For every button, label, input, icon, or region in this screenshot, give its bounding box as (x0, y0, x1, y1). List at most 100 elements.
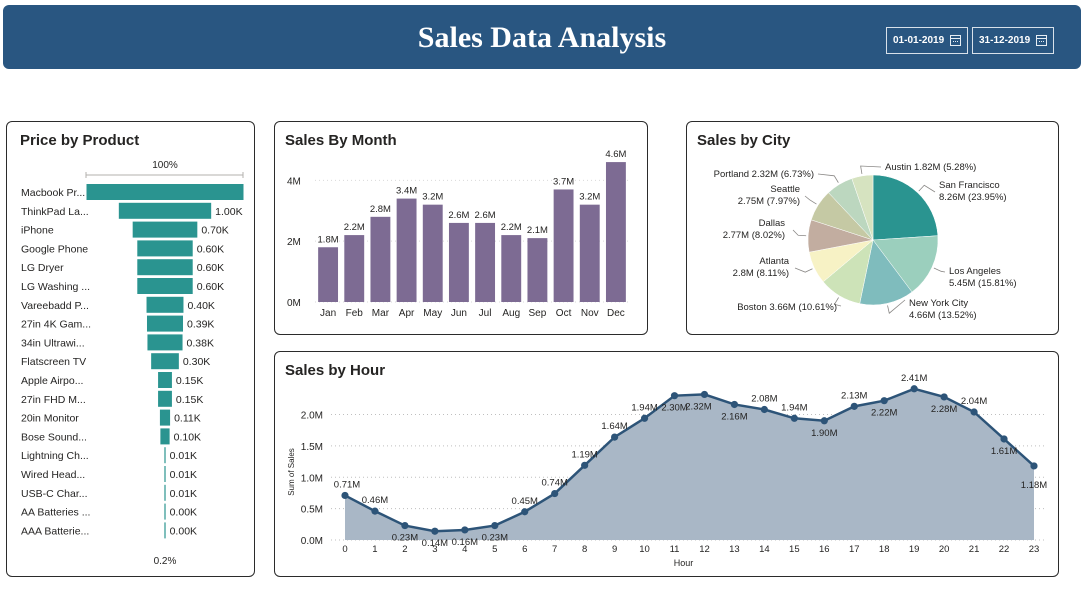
month-bar[interactable] (475, 222, 496, 302)
city-pie-slice[interactable] (872, 174, 939, 241)
hour-area-chart[interactable]: 0.0M 0.5M 1.0M 1.5M 2.0M Sum of Sales 0.71M 0 0.… (275, 352, 1058, 576)
sales-by-hour-card[interactable]: Sales by Hour 0.0M 0.5M 1.0M 1.5M 2.0M Sum of… (274, 351, 1059, 577)
product-bar[interactable] (164, 466, 166, 482)
month-bar[interactable] (422, 204, 443, 302)
product-bar[interactable] (164, 447, 166, 464)
month-bar[interactable] (527, 238, 548, 302)
hour-data-point[interactable] (461, 526, 469, 534)
month-bar[interactable] (579, 204, 600, 302)
hour-data-point[interactable] (1000, 435, 1008, 443)
hour-data-point[interactable] (611, 433, 619, 441)
hour-ylabel: Sum of Sales (287, 448, 296, 496)
month-bar[interactable] (448, 222, 469, 302)
start-date-picker[interactable]: 01-01-2019 (886, 27, 969, 54)
product-bar[interactable] (146, 315, 184, 332)
month-bar[interactable] (370, 216, 391, 302)
month-xtick-label: Mar (372, 308, 390, 319)
hour-data-point[interactable] (341, 491, 349, 500)
hour-data-point[interactable] (521, 508, 529, 516)
product-funnel-chart[interactable]: 100% Macbook Pr... ThinkPad La... 1.00K iPh… (7, 122, 254, 576)
month-bar[interactable] (396, 198, 417, 302)
hour-data-point[interactable] (730, 400, 739, 409)
product-category-label: 20in Monitor (21, 413, 79, 425)
price-by-product-card[interactable]: Price by Product 100% Macbook Pr... Think… (6, 121, 255, 577)
calendar-icon[interactable] (1036, 35, 1048, 46)
product-category-label: Flatscreen TV (21, 356, 86, 368)
hour-data-point[interactable] (551, 489, 559, 498)
month-xtick-label: Apr (399, 308, 415, 319)
hour-value-label: 0.71M (334, 479, 360, 490)
hour-value-label: 2.16M (721, 411, 747, 422)
hour-data-point[interactable] (581, 461, 589, 469)
product-bar[interactable] (160, 428, 170, 445)
hour-data-point[interactable] (431, 527, 439, 535)
hour-data-point[interactable] (970, 408, 978, 416)
hour-data-point[interactable] (760, 405, 768, 414)
hour-value-label: 0.14M (422, 538, 448, 549)
hour-xtick-label: 1 (372, 544, 377, 555)
hour-data-point[interactable] (910, 385, 918, 393)
hour-data-point[interactable] (850, 402, 858, 410)
product-bar[interactable] (137, 278, 193, 294)
hour-ytick-label: 0.0M (301, 536, 323, 547)
hour-value-label: 1.19M (571, 449, 597, 460)
hour-value-label: 2.41M (901, 373, 927, 384)
hour-data-point[interactable] (1030, 462, 1038, 470)
product-bar[interactable] (164, 522, 166, 539)
product-bar[interactable] (159, 409, 171, 426)
month-bar[interactable] (318, 247, 339, 302)
month-bar[interactable] (501, 235, 522, 302)
product-bar[interactable] (137, 259, 193, 276)
hour-data-point[interactable] (940, 393, 948, 401)
month-bar-chart[interactable]: 0M 2M 4M 1.8M Jan 2.2M Feb 2.8M Mar 3.4M Apr 3.2M Ma… (275, 122, 647, 334)
start-date-value: 01-01-2019 (893, 35, 945, 46)
hour-data-point[interactable] (880, 397, 888, 405)
hour-data-point[interactable] (401, 521, 409, 530)
city-pie-slice[interactable] (872, 235, 939, 293)
city-value-label: 8.26M (23.95%) (939, 192, 1007, 203)
product-bar[interactable] (137, 240, 193, 257)
calendar-icon[interactable] (950, 35, 962, 46)
end-date-picker[interactable]: 31-12-2019 (972, 27, 1055, 54)
product-bar[interactable] (164, 484, 166, 501)
product-bar[interactable] (158, 372, 172, 388)
hour-data-point[interactable] (491, 521, 499, 530)
sales-by-city-card[interactable]: Sales by City San Francisco 8.26M (23.95%… (686, 121, 1059, 335)
product-bar[interactable] (86, 184, 244, 200)
city-leader-line (817, 173, 839, 183)
city-pie-slice[interactable] (851, 174, 874, 241)
product-bar[interactable] (118, 202, 212, 219)
product-bar[interactable] (151, 353, 179, 370)
hour-xtick-label: 10 (639, 544, 650, 555)
hour-value-label: 1.94M (631, 402, 657, 413)
hour-data-point[interactable] (790, 414, 798, 422)
product-bar[interactable] (164, 503, 166, 520)
city-value-label: 2.77M (8.02%) (723, 230, 785, 241)
month-bar[interactable] (605, 162, 626, 302)
hour-data-point[interactable] (670, 392, 679, 400)
funnel-top-label: 100% (152, 160, 178, 171)
city-name-label: Dallas (759, 218, 786, 229)
city-pie-slice[interactable] (859, 239, 913, 306)
city-leader-line (794, 267, 813, 273)
product-category-label: AAA Batterie... (21, 525, 89, 537)
hour-series-line[interactable] (344, 387, 1035, 533)
hour-data-point[interactable] (640, 414, 649, 422)
product-bar[interactable] (132, 221, 198, 238)
hour-value-label: 1.61M (991, 446, 1017, 457)
product-bar[interactable] (158, 390, 172, 407)
hour-xtick-label: 11 (670, 544, 680, 555)
month-bar[interactable] (553, 189, 574, 302)
hour-xtick-label: 9 (612, 544, 617, 555)
month-value-label: 3.2M (579, 192, 600, 203)
city-leader-line (833, 297, 842, 307)
hour-data-point[interactable] (371, 507, 379, 515)
city-value-label: 2.75M (7.97%) (738, 196, 800, 207)
month-bar[interactable] (344, 235, 365, 302)
hour-data-point[interactable] (700, 390, 709, 399)
product-bar[interactable] (146, 296, 184, 313)
sales-by-month-card[interactable]: Sales By Month 0M 2M 4M 1.8M Jan 2.2M Feb 2.8M M… (274, 121, 648, 335)
product-bar[interactable] (147, 334, 183, 351)
hour-data-point[interactable] (820, 417, 828, 425)
